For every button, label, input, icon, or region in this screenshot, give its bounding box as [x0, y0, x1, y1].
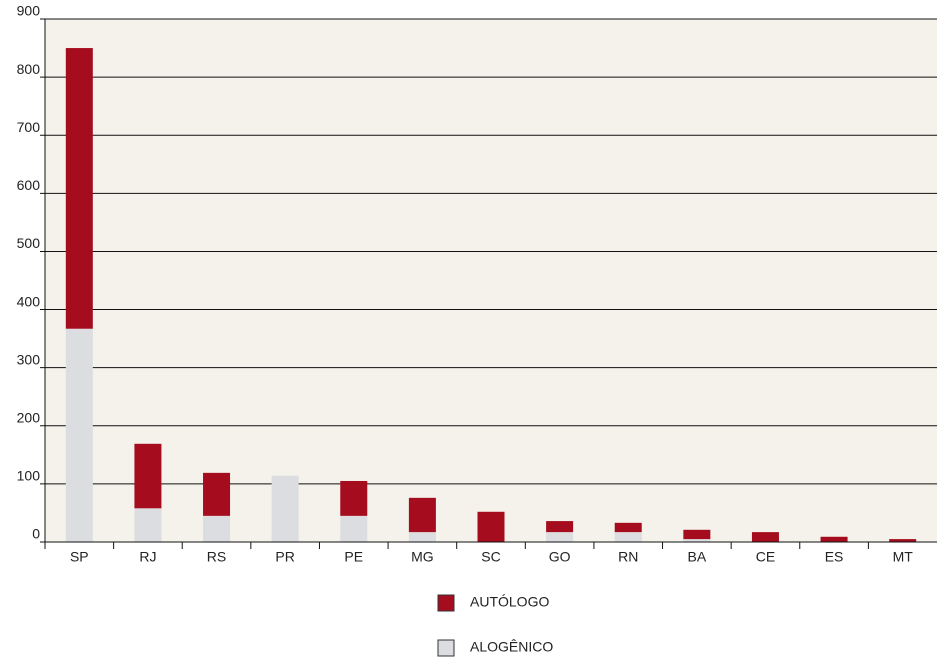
legend-label: AUTÓLOGO [470, 594, 549, 610]
bar-segment [203, 472, 231, 516]
plot-area [45, 19, 937, 542]
legend-swatch [437, 594, 455, 612]
x-tick-label: PR [275, 549, 294, 565]
y-tick-label: 300 [17, 351, 41, 367]
x-tick-label: CE [756, 549, 775, 565]
bar-segment [408, 532, 436, 542]
x-tick-label: ES [825, 549, 844, 565]
y-tick-label: 700 [17, 119, 41, 135]
bar-segment [546, 521, 574, 533]
x-tick-label: PE [344, 549, 363, 565]
x-tick-label: MG [411, 549, 434, 565]
x-tick-label: RS [207, 549, 226, 565]
y-tick-label: 200 [17, 409, 41, 425]
y-tick-label: 600 [17, 177, 41, 193]
bar-segment [271, 475, 299, 542]
bar-segment [340, 480, 368, 516]
bar-segment [751, 532, 779, 542]
x-tick-label: RJ [139, 549, 156, 565]
bar-segment [134, 443, 162, 509]
y-tick-label: 800 [17, 61, 41, 77]
y-tick-label: 900 [17, 3, 41, 19]
x-tick-label: SC [481, 549, 500, 565]
bar-segment [546, 532, 574, 542]
bar-segment [683, 539, 711, 542]
x-tick-label: BA [688, 549, 707, 565]
bar-segment [614, 522, 642, 533]
legend-swatch [437, 639, 455, 657]
bar-segment [203, 515, 231, 542]
bar-segment [614, 532, 642, 542]
bar-segment [134, 508, 162, 542]
bar-segment [65, 328, 93, 542]
bar-segment [65, 48, 93, 329]
x-tick-label: SP [70, 549, 89, 565]
bar-segment [820, 536, 848, 542]
x-tick-label: RN [618, 549, 638, 565]
legend-label: ALOGÊNICO [470, 639, 553, 655]
bar-segment [889, 539, 917, 542]
y-tick-label: 0 [32, 526, 40, 542]
bar-segment [340, 515, 368, 542]
bar-segment [477, 511, 505, 542]
x-tick-label: GO [549, 549, 571, 565]
bar-segment [683, 529, 711, 540]
y-tick-label: 400 [17, 293, 41, 309]
x-tick-label: MT [893, 549, 914, 565]
y-tick-label: 500 [17, 235, 41, 251]
y-tick-label: 100 [17, 468, 41, 484]
bar-segment [408, 497, 436, 533]
